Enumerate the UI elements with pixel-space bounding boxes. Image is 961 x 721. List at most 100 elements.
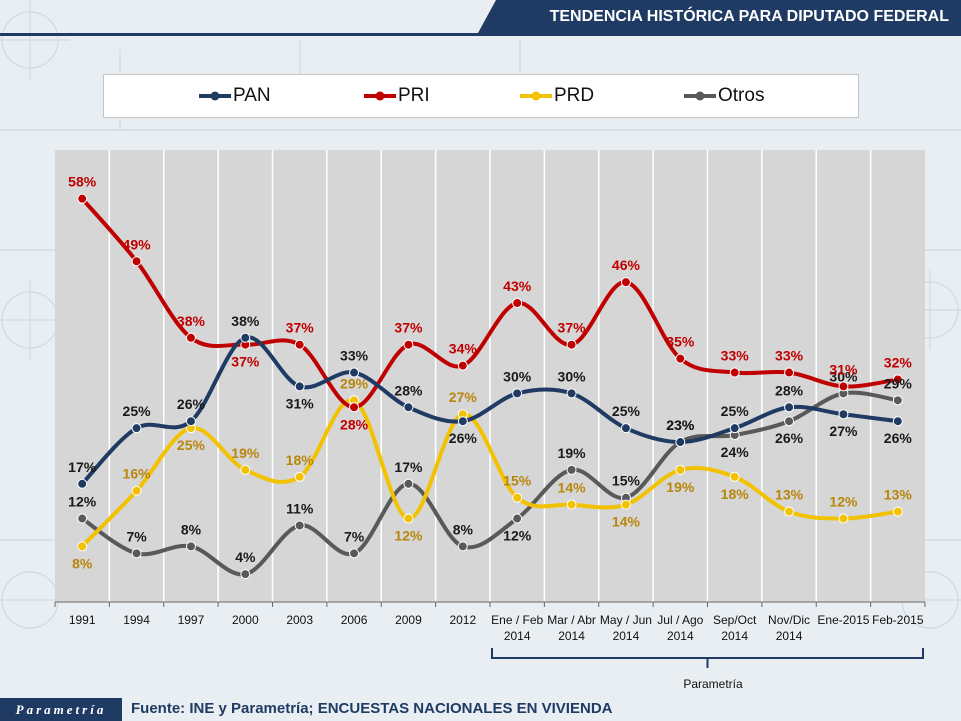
header-rule xyxy=(0,33,961,36)
data-point-pan xyxy=(131,423,142,434)
legend-item-pan: PAN xyxy=(199,85,271,107)
data-point-pan xyxy=(620,423,631,434)
data-point-pan xyxy=(566,388,577,399)
data-point-pri xyxy=(838,381,849,392)
data-label-pan: 23% xyxy=(666,417,695,433)
data-label-prd: 15% xyxy=(503,473,532,489)
data-point-pri xyxy=(349,402,360,413)
data-point-otros xyxy=(131,548,142,559)
data-point-pan xyxy=(185,416,196,427)
data-point-otros xyxy=(185,541,196,552)
x-tick-label: 2012 xyxy=(449,613,476,627)
data-point-pan xyxy=(838,409,849,420)
data-label-prd: 18% xyxy=(286,452,315,468)
x-tick-label: 2014 xyxy=(721,629,748,643)
data-point-pan xyxy=(349,367,360,378)
data-point-prd xyxy=(675,464,686,475)
data-point-prd xyxy=(784,506,795,517)
x-tick-label: May / Jun xyxy=(600,613,652,627)
data-label-otros: 12% xyxy=(503,528,532,544)
bracket-label: Parametría xyxy=(683,677,743,691)
data-point-pri xyxy=(675,353,686,364)
data-point-prd xyxy=(838,513,849,524)
data-point-prd xyxy=(566,499,577,510)
data-point-prd xyxy=(294,471,305,482)
data-label-pan: 30% xyxy=(558,368,587,384)
legend-label-pan: PAN xyxy=(233,85,271,106)
data-label-otros: 7% xyxy=(126,528,147,544)
data-label-pri: 43% xyxy=(503,278,532,294)
legend-swatch-otros xyxy=(684,91,716,101)
data-label-pan: 25% xyxy=(612,403,641,419)
data-point-pan xyxy=(892,416,903,427)
data-point-prd xyxy=(892,506,903,517)
legend-label-pri: PRI xyxy=(398,85,430,106)
x-tick-label: 2009 xyxy=(395,613,422,627)
x-tick-label: 2006 xyxy=(341,613,368,627)
x-tick-label: 1997 xyxy=(178,613,205,627)
page-title: TENDENCIA HISTÓRICA PARA DIPUTADO FEDERA… xyxy=(478,0,961,33)
x-tick-label: 2014 xyxy=(776,629,803,643)
data-point-otros xyxy=(77,513,88,524)
data-point-pri xyxy=(185,332,196,343)
x-tick-label: Mar / Abr xyxy=(547,613,596,627)
source-note: Fuente: INE y Parametría; ENCUESTAS NACI… xyxy=(131,700,613,717)
data-point-pan xyxy=(77,478,88,489)
data-point-otros xyxy=(512,513,523,524)
data-point-otros xyxy=(349,548,360,559)
data-label-otros: 12% xyxy=(68,494,97,510)
x-tick-label: Nov/Dic xyxy=(768,613,810,627)
data-label-otros: 26% xyxy=(775,430,804,446)
x-tick-label: 1994 xyxy=(123,613,150,627)
data-point-prd xyxy=(240,464,251,475)
data-label-pri: 37% xyxy=(394,320,423,336)
data-label-prd: 12% xyxy=(394,528,423,544)
data-label-otros: 8% xyxy=(181,521,202,537)
data-label-pri: 58% xyxy=(68,174,97,190)
data-point-pan xyxy=(240,332,251,343)
data-label-pri: 38% xyxy=(177,313,206,329)
data-label-otros: 19% xyxy=(558,445,587,461)
data-label-prd: 18% xyxy=(721,486,750,502)
data-label-prd: 12% xyxy=(829,494,858,510)
data-label-pan: 17% xyxy=(68,459,97,475)
data-point-pan xyxy=(403,402,414,413)
data-label-prd: 19% xyxy=(231,445,260,461)
data-point-otros xyxy=(294,520,305,531)
data-point-otros xyxy=(892,395,903,406)
legend-label-otros: Otros xyxy=(718,85,765,106)
data-label-prd: 27% xyxy=(449,389,478,405)
data-point-prd xyxy=(131,485,142,496)
legend-item-otros: Otros xyxy=(684,85,764,107)
data-point-pan xyxy=(784,402,795,413)
x-tick-label: Jul / Ago xyxy=(657,613,703,627)
data-point-pri xyxy=(512,297,523,308)
data-label-pan: 28% xyxy=(775,382,804,398)
data-label-pan: 31% xyxy=(286,395,315,411)
x-tick-label: 1991 xyxy=(69,613,96,627)
data-label-pan: 26% xyxy=(884,430,913,446)
data-point-pan xyxy=(294,381,305,392)
legend-label-prd: PRD xyxy=(554,85,595,106)
data-label-pri: 32% xyxy=(884,354,913,370)
data-label-pan: 25% xyxy=(721,403,750,419)
data-label-pri: 31% xyxy=(829,361,858,377)
data-point-prd xyxy=(77,541,88,552)
x-tick-label: 2014 xyxy=(613,629,640,643)
data-point-otros xyxy=(240,569,251,580)
data-label-pan: 26% xyxy=(177,396,206,412)
x-tick-label: Feb-2015 xyxy=(872,613,924,627)
data-point-prd xyxy=(620,499,631,510)
data-label-otros: 8% xyxy=(453,521,474,537)
data-point-pri xyxy=(457,360,468,371)
data-point-pri xyxy=(77,193,88,204)
x-tick-label: 2003 xyxy=(286,613,313,627)
data-point-otros xyxy=(784,416,795,427)
data-label-pan: 33% xyxy=(340,348,369,364)
data-label-pan: 26% xyxy=(449,430,478,446)
data-point-pan xyxy=(512,388,523,399)
data-label-prd: 19% xyxy=(666,479,695,495)
legend-item-pri: PRI xyxy=(364,85,430,107)
data-label-otros: 23% xyxy=(666,417,695,433)
